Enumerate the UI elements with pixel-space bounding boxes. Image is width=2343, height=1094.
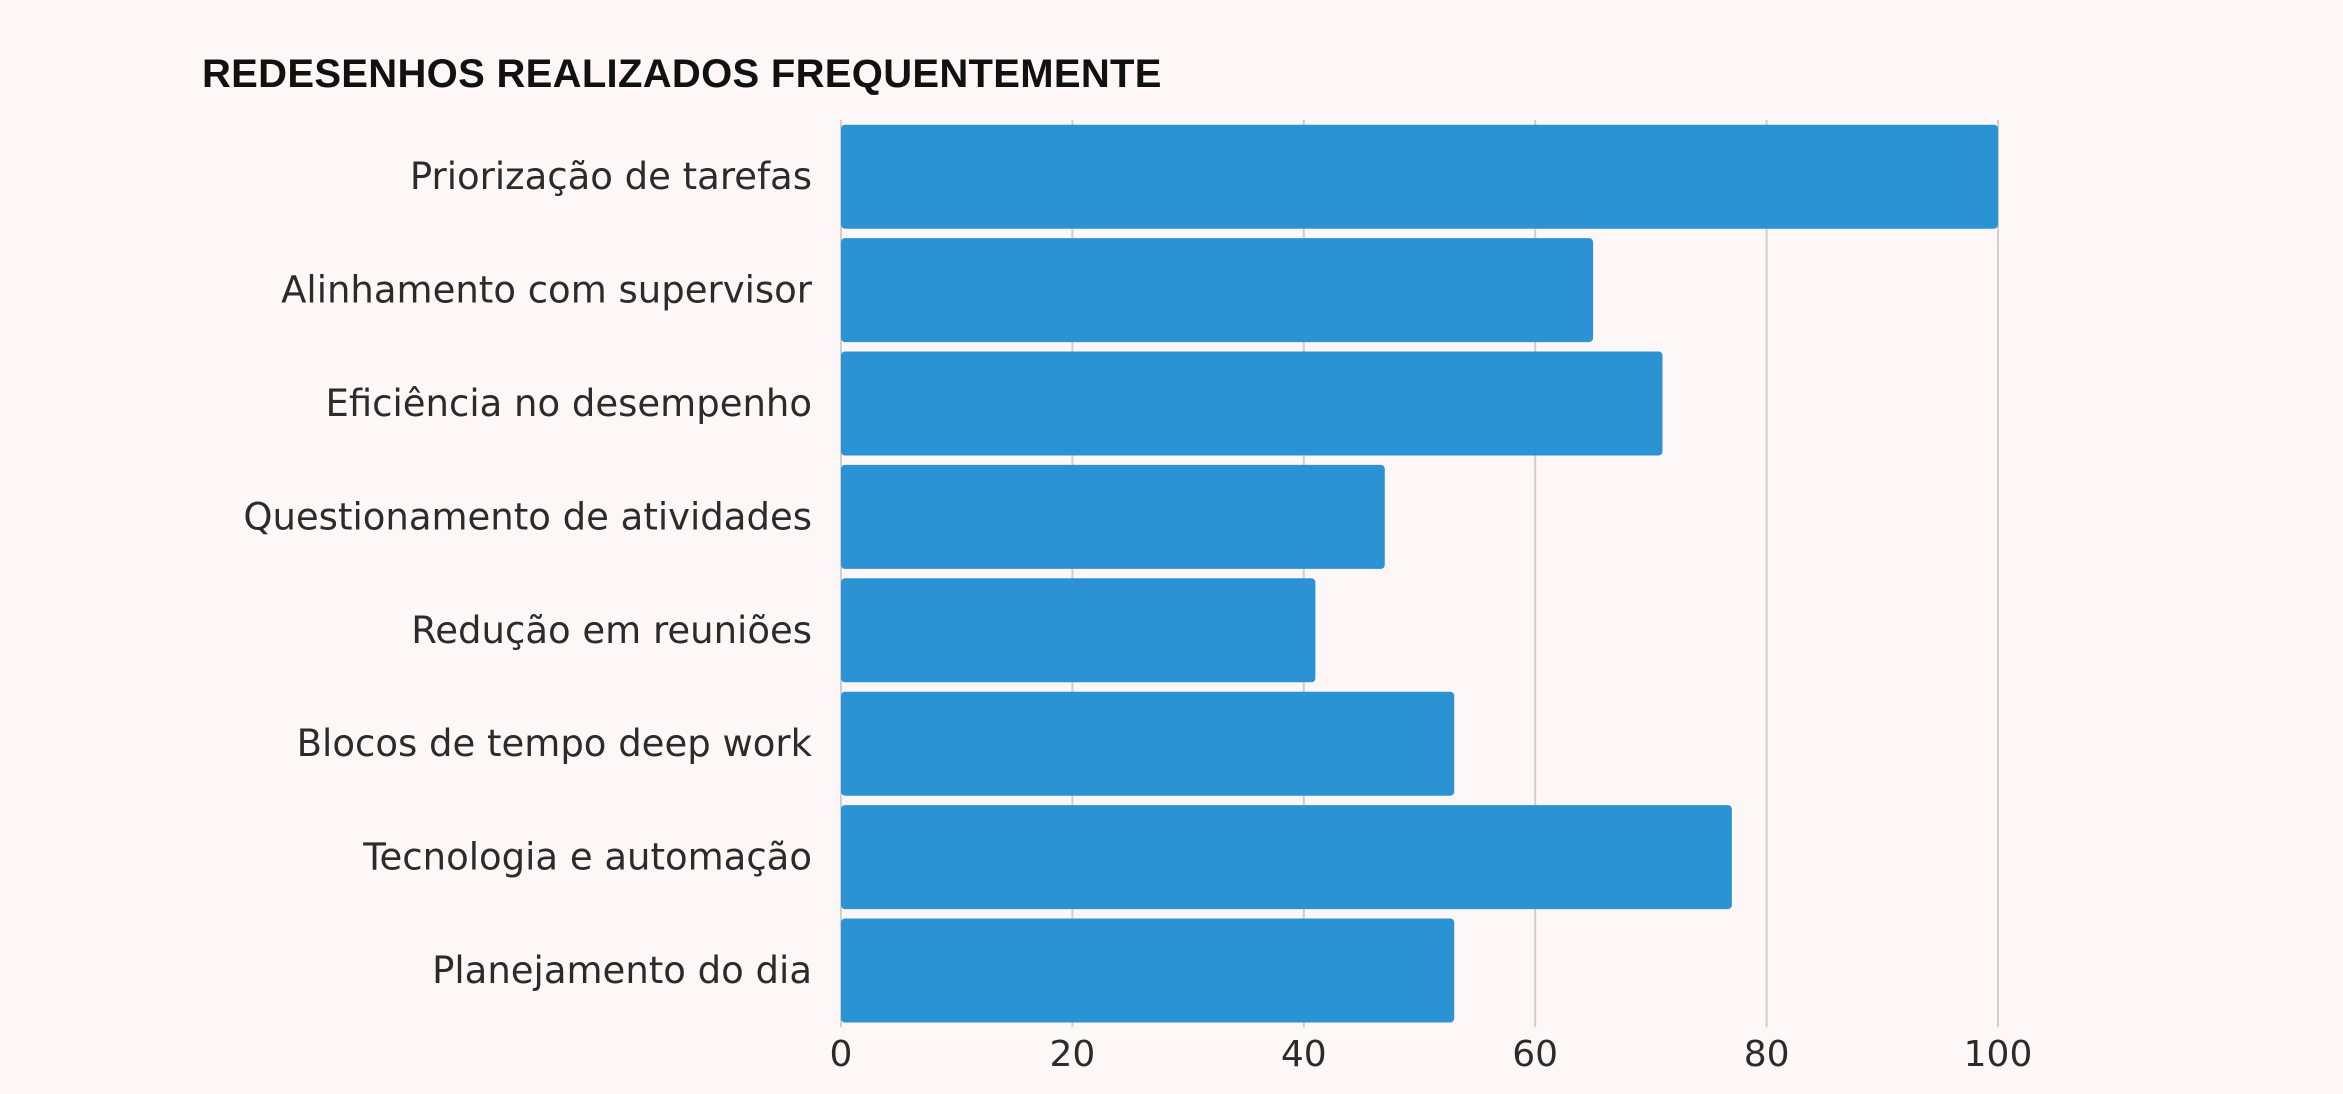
bar [841, 578, 1316, 683]
x-tick-label: 60 [1512, 1034, 1558, 1075]
x-tick-label: 0 [830, 1034, 853, 1075]
x-axis-ticks: 0 20 40 60 80 100 [830, 1034, 2033, 1075]
bar [841, 351, 1663, 456]
category-label: Alinhamento com supervisor [281, 269, 813, 312]
x-tick-label: 40 [1281, 1034, 1327, 1075]
bar [841, 238, 1594, 343]
category-label: Questionamento de atividades [243, 495, 812, 538]
bars [841, 124, 1998, 1023]
category-label: Tecnologia e automação [362, 836, 812, 879]
bar [841, 805, 1732, 910]
category-label: Eficiência no desempenho [325, 382, 812, 425]
category-label: Redução em reuniões [411, 609, 812, 652]
x-tick-label: 20 [1049, 1034, 1095, 1075]
bar [841, 691, 1455, 796]
category-label: Priorização de tarefas [410, 155, 812, 198]
chart-title: REDESENHOS REALIZADOS FREQUENTEMENTE [202, 52, 1162, 96]
category-labels: Priorização de tarefas Alinhamento com su… [243, 155, 812, 992]
category-label: Planejamento do dia [432, 949, 812, 992]
bar [841, 124, 1998, 229]
bar [841, 464, 1385, 569]
x-tick-label: 100 [1964, 1034, 2033, 1075]
x-tick-label: 80 [1744, 1034, 1790, 1075]
category-label: Blocos de tempo deep work [297, 722, 813, 765]
bar [841, 918, 1455, 1023]
